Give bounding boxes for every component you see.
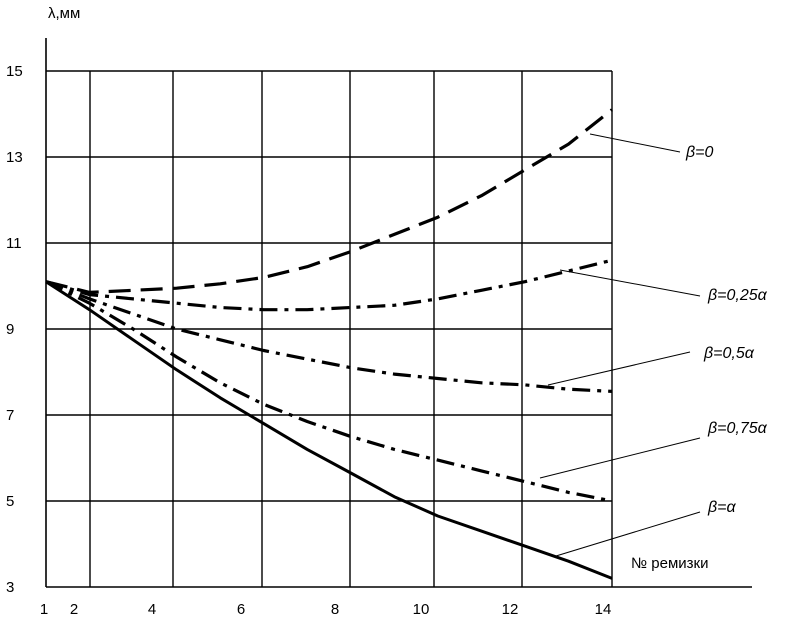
- legend-leader-line: [589, 133, 681, 153]
- legend-leader-line: [559, 269, 701, 297]
- x-tick-label: 4: [148, 601, 156, 618]
- x-tick-label: 6: [237, 601, 245, 618]
- y-tick-label: 5: [6, 493, 14, 510]
- series-label: β=0,25α: [707, 287, 768, 304]
- y-tick-label: 3: [6, 579, 14, 596]
- series-line: [45, 280, 613, 393]
- y-axis-title: λ,мм: [48, 5, 80, 22]
- series-line: [45, 280, 613, 580]
- series-group: [45, 108, 613, 580]
- legend-leader-line: [539, 437, 701, 479]
- y-tick-label: 13: [6, 149, 23, 166]
- x-tick-label: 8: [331, 601, 339, 618]
- series-label: β=0: [685, 144, 713, 161]
- x-tick-label: 14: [595, 601, 612, 618]
- series-line: [45, 108, 613, 294]
- y-tick-label: 11: [6, 235, 22, 252]
- y-tick-label: 7: [6, 407, 14, 424]
- legend-leader-line: [547, 351, 691, 386]
- series-line: [45, 280, 613, 503]
- legend-leaders: [539, 133, 701, 557]
- y-tick-label: 9: [6, 321, 14, 338]
- x-tick-label: 1: [40, 601, 48, 618]
- x-tick-label: 12: [502, 601, 519, 618]
- grid: [46, 70, 613, 587]
- series-line: [45, 258, 613, 312]
- x-tick-label: 2: [70, 601, 78, 618]
- legend-leader-line: [555, 511, 701, 557]
- y-tick-label: 15: [6, 63, 23, 80]
- series-label: β=0,5α: [703, 345, 755, 362]
- series-label: β=0,75α: [707, 420, 768, 437]
- x-axis-title: № ремизки: [631, 555, 708, 572]
- axes: [45, 38, 752, 588]
- x-tick-label: 10: [413, 601, 430, 618]
- series-label: β=α: [707, 499, 736, 516]
